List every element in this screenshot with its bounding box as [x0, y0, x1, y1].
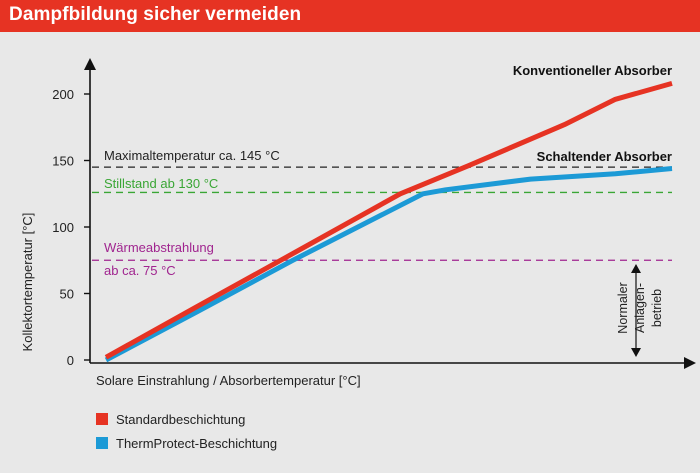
normal-range-arrow-up-icon: [631, 264, 641, 273]
normal-range-label-1: Normaler: [616, 282, 630, 333]
ref-label-stillstand: Stillstand ab 130 °C: [104, 176, 218, 191]
legend-label-standard: Standardbeschichtung: [116, 412, 245, 427]
normal-range-arrow-down-icon: [631, 348, 641, 357]
header-title: Dampfbildung sicher vermeiden: [9, 4, 302, 25]
ref-label-waerme-2: ab ca. 75 °C: [104, 263, 176, 278]
y-axis-arrow-icon: [84, 58, 96, 70]
legend-label-thermprotect: ThermProtect-Beschichtung: [116, 436, 277, 451]
x-axis-arrow-icon: [684, 357, 696, 369]
y-tick-label: 0: [67, 353, 74, 368]
series-line-thermprotect: [104, 166, 673, 363]
x-axis-label: Solare Einstrahlung / Absorbertemperatur…: [96, 373, 361, 388]
series-line-standard: [104, 80, 673, 360]
reference-lines: [92, 166, 672, 261]
series-label-konventionell: Konventioneller Absorber: [513, 63, 672, 78]
y-tick-label: 100: [52, 220, 74, 235]
y-ticks: 0 50 100 150 200: [52, 87, 90, 368]
legend-swatch-thermprotect: [96, 437, 108, 449]
series-label-schaltend: Schaltender Absorber: [537, 149, 672, 164]
y-axis-label: Kollektortemperatur [°C]: [20, 213, 35, 352]
ref-label-waerme-1: Wärmeabstrahlung: [104, 240, 214, 255]
y-tick-label: 50: [60, 287, 74, 302]
y-tick-label: 150: [52, 154, 74, 169]
normal-range-label-2: Anlagen-: [633, 283, 647, 333]
ref-label-max: Maximaltemperatur ca. 145 °C: [104, 148, 280, 163]
header-bar: Dampfbildung sicher vermeiden: [0, 0, 700, 32]
series-lines: [104, 80, 673, 363]
y-tick-label: 200: [52, 87, 74, 102]
legend-swatch-standard: [96, 413, 108, 425]
normal-range-label-3: betrieb: [650, 289, 664, 327]
